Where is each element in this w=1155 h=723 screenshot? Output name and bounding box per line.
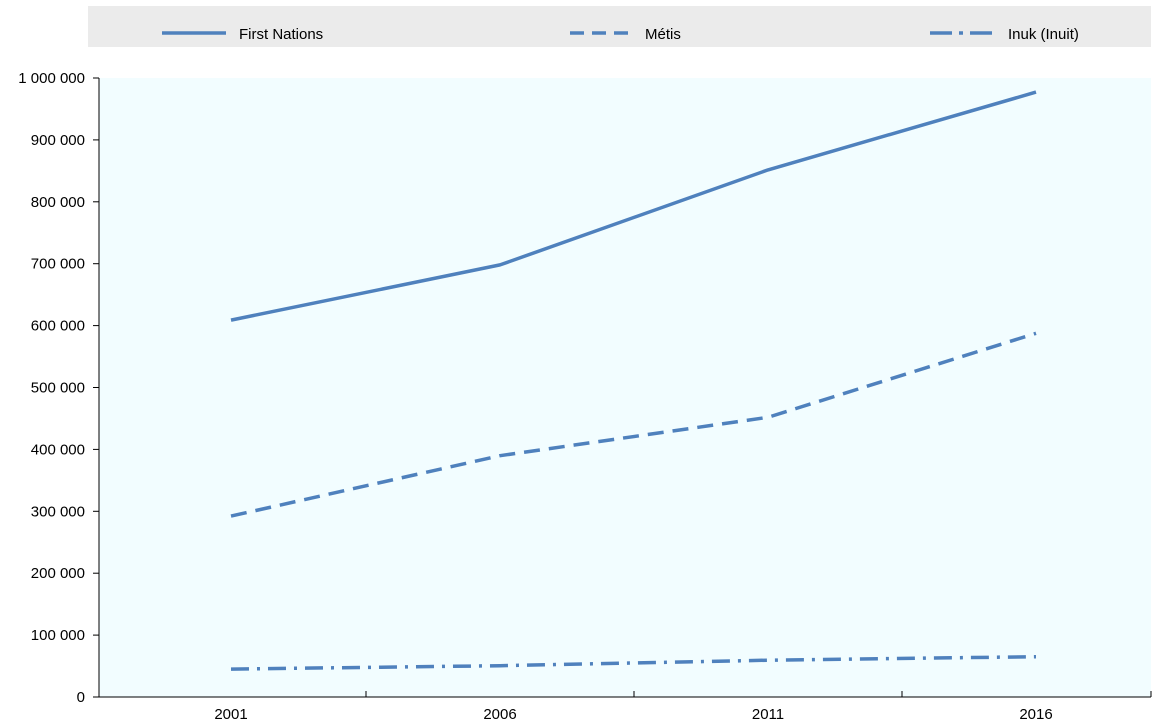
y-tick-label: 1 000 000: [18, 70, 85, 87]
y-tick-label: 600 000: [31, 318, 85, 335]
y-tick-label: 400 000: [31, 441, 85, 458]
x-tick-label: 2006: [483, 706, 516, 723]
y-tick-label: 800 000: [31, 194, 85, 211]
legend-label-metis: Métis: [645, 26, 681, 43]
y-tick-label: 900 000: [31, 132, 85, 149]
y-tick-label: 100 000: [31, 627, 85, 644]
plot-area: [99, 78, 1151, 697]
y-tick-label: 700 000: [31, 256, 85, 273]
x-tick-label: 2016: [1019, 706, 1052, 723]
x-tick-label: 2011: [752, 706, 784, 723]
y-tick-label: 500 000: [31, 380, 85, 397]
legend-label-inuk-inuit: Inuk (Inuit): [1008, 26, 1079, 43]
y-tick-label: 200 000: [31, 565, 85, 582]
y-tick-label: 300 000: [31, 503, 85, 520]
x-tick-label: 2001: [214, 706, 247, 723]
y-tick-label: 0: [77, 689, 85, 706]
legend-label-first-nations: First Nations: [239, 26, 323, 43]
